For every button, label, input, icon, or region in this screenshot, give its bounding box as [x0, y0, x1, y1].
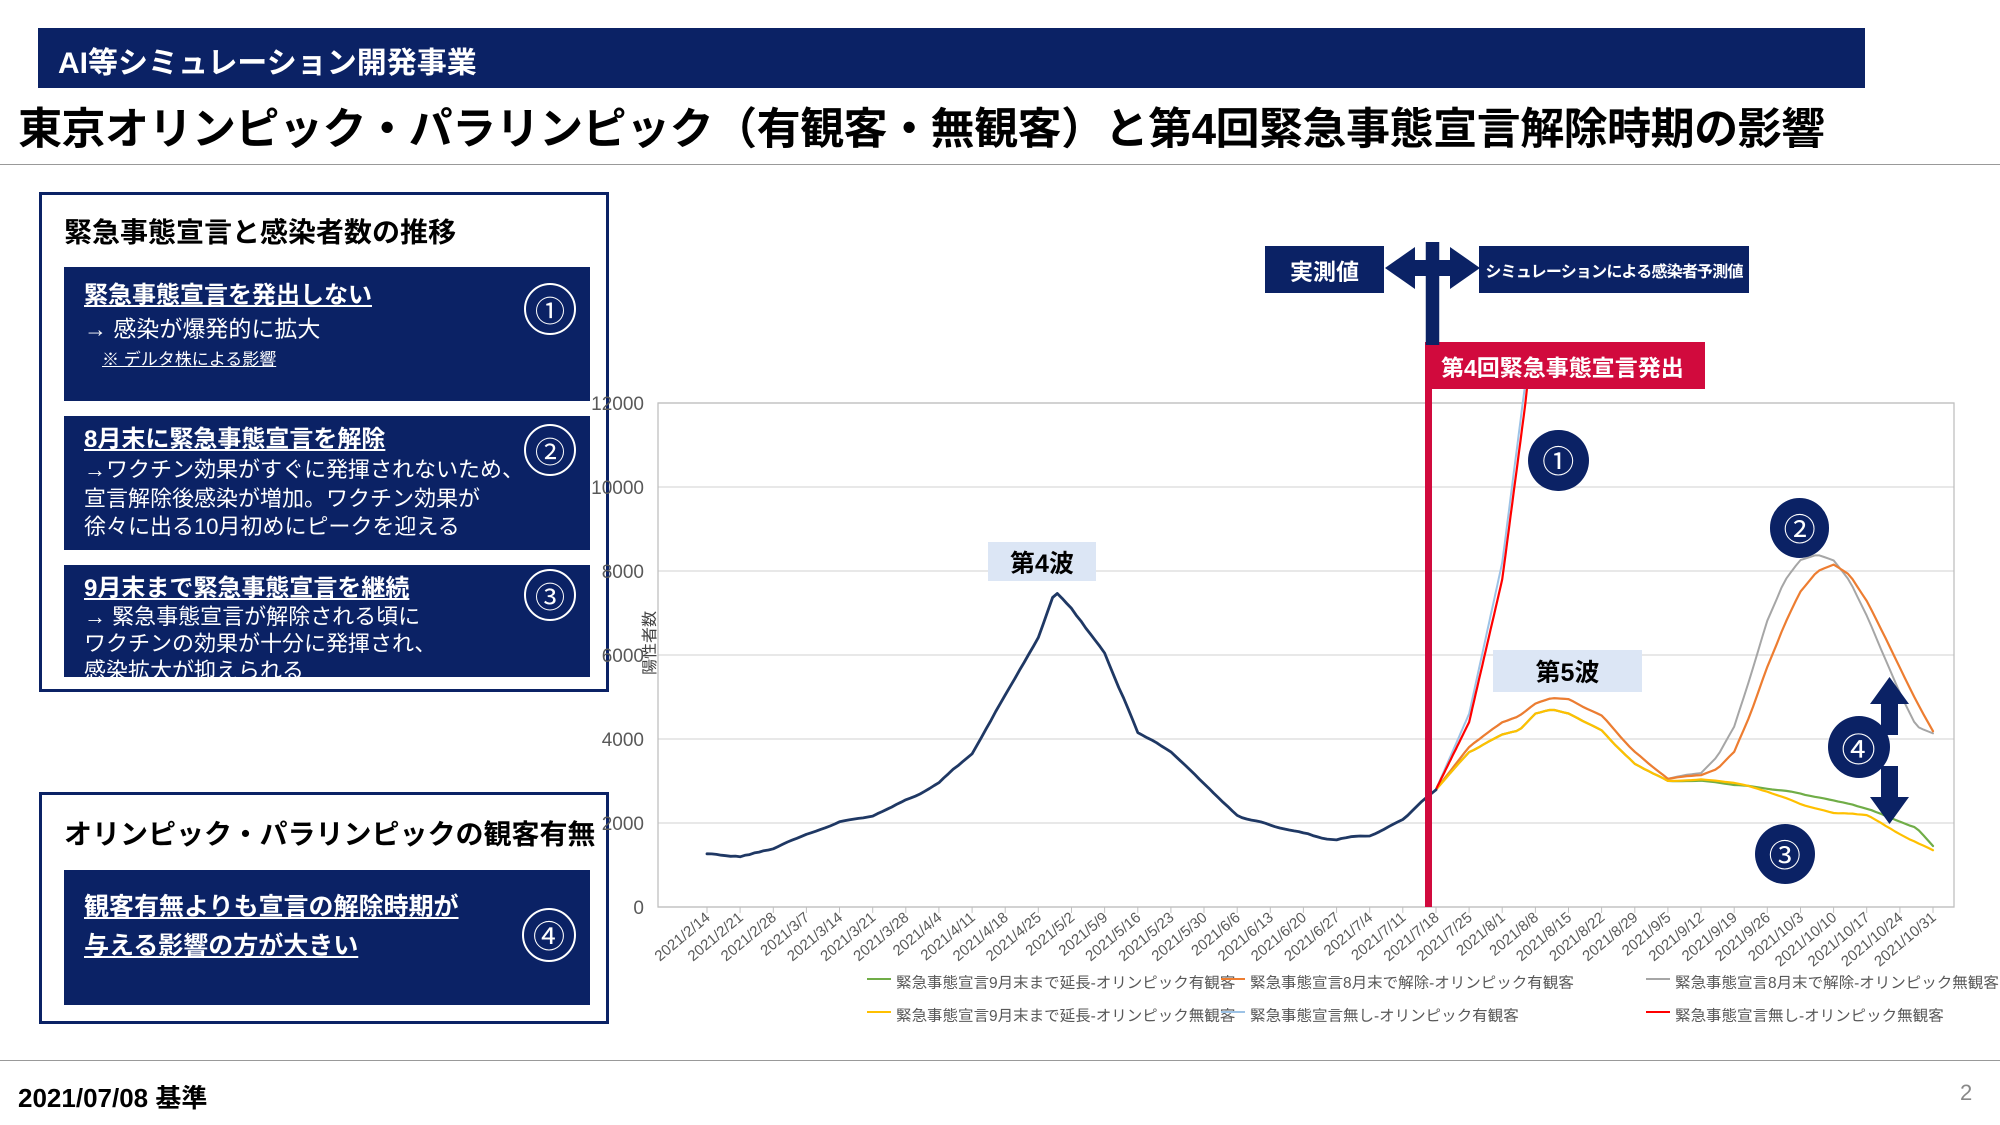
svg-text:10000: 10000 — [591, 478, 644, 499]
svg-text:2000: 2000 — [602, 814, 644, 835]
svg-text:6000: 6000 — [602, 646, 644, 667]
svg-text:4000: 4000 — [602, 730, 644, 751]
svg-text:0: 0 — [633, 898, 644, 919]
svg-text:12000: 12000 — [591, 394, 644, 415]
svg-text:8000: 8000 — [602, 562, 644, 583]
